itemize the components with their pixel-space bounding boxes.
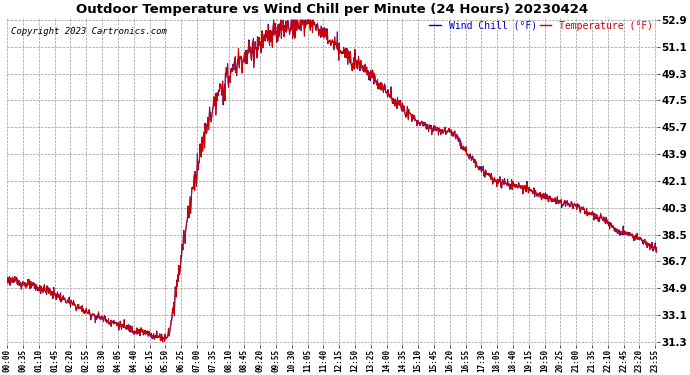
Title: Outdoor Temperature vs Wind Chill per Minute (24 Hours) 20230424: Outdoor Temperature vs Wind Chill per Mi…	[76, 3, 589, 16]
Text: Copyright 2023 Cartronics.com: Copyright 2023 Cartronics.com	[10, 27, 166, 36]
Legend: Wind Chill (°F), Temperature (°F): Wind Chill (°F), Temperature (°F)	[425, 17, 657, 35]
